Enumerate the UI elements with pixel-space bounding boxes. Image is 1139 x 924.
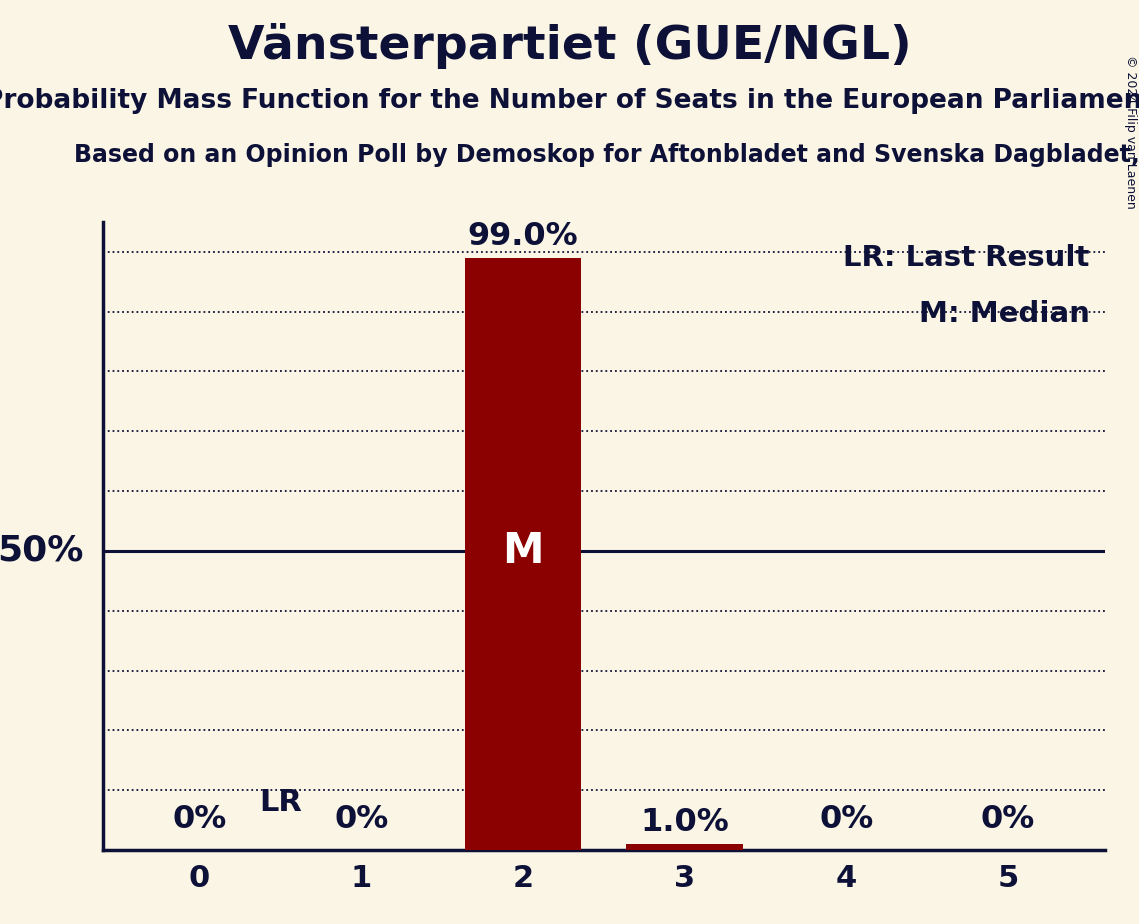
- Text: 1.0%: 1.0%: [640, 807, 729, 838]
- Bar: [465, 258, 581, 850]
- Text: Based on an Opinion Poll by Demoskop for Aftonbladet and Svenska Dagbladet, 2–11: Based on an Opinion Poll by Demoskop for…: [74, 143, 1139, 167]
- Text: LR: Last Result: LR: Last Result: [843, 244, 1090, 272]
- Text: 50%: 50%: [0, 534, 83, 568]
- Text: © 2024 Filip van Laenen: © 2024 Filip van Laenen: [1124, 55, 1137, 209]
- Text: 0%: 0%: [334, 804, 388, 835]
- Text: LR: LR: [259, 787, 302, 817]
- Text: 0%: 0%: [172, 804, 227, 835]
- Text: Vänsterpartiet (GUE/NGL): Vänsterpartiet (GUE/NGL): [228, 23, 911, 69]
- Text: 0%: 0%: [819, 804, 874, 835]
- Text: Probability Mass Function for the Number of Seats in the European Parliament: Probability Mass Function for the Number…: [0, 88, 1139, 114]
- Text: 99.0%: 99.0%: [467, 221, 579, 251]
- Text: M: M: [502, 529, 543, 572]
- Bar: [626, 845, 743, 850]
- Text: 0%: 0%: [981, 804, 1035, 835]
- Text: M: Median: M: Median: [919, 300, 1090, 328]
